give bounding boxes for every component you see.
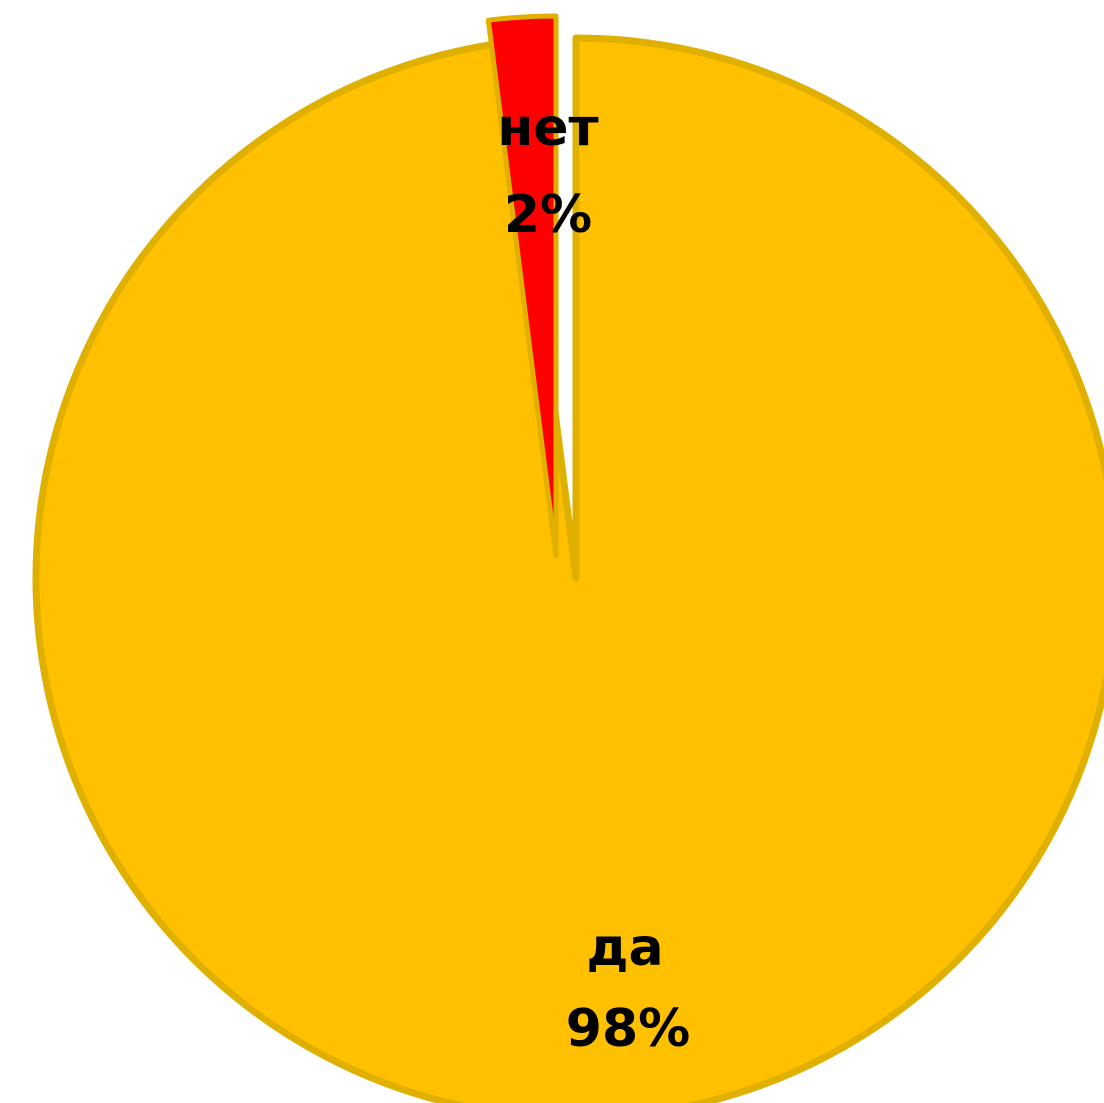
- slice-label-net-percent: 2%: [504, 185, 592, 245]
- pie-slice-da: [32, 34, 1104, 1103]
- pie-labels: нет 2% да 98%: [497, 98, 690, 1059]
- slice-label-net-name: нет: [497, 98, 598, 158]
- slice-label-da-percent: 98%: [566, 999, 690, 1059]
- pie-slices: [32, 13, 1104, 1103]
- slice-label-da-name: да: [586, 918, 663, 978]
- pie-slice-net: [485, 13, 559, 559]
